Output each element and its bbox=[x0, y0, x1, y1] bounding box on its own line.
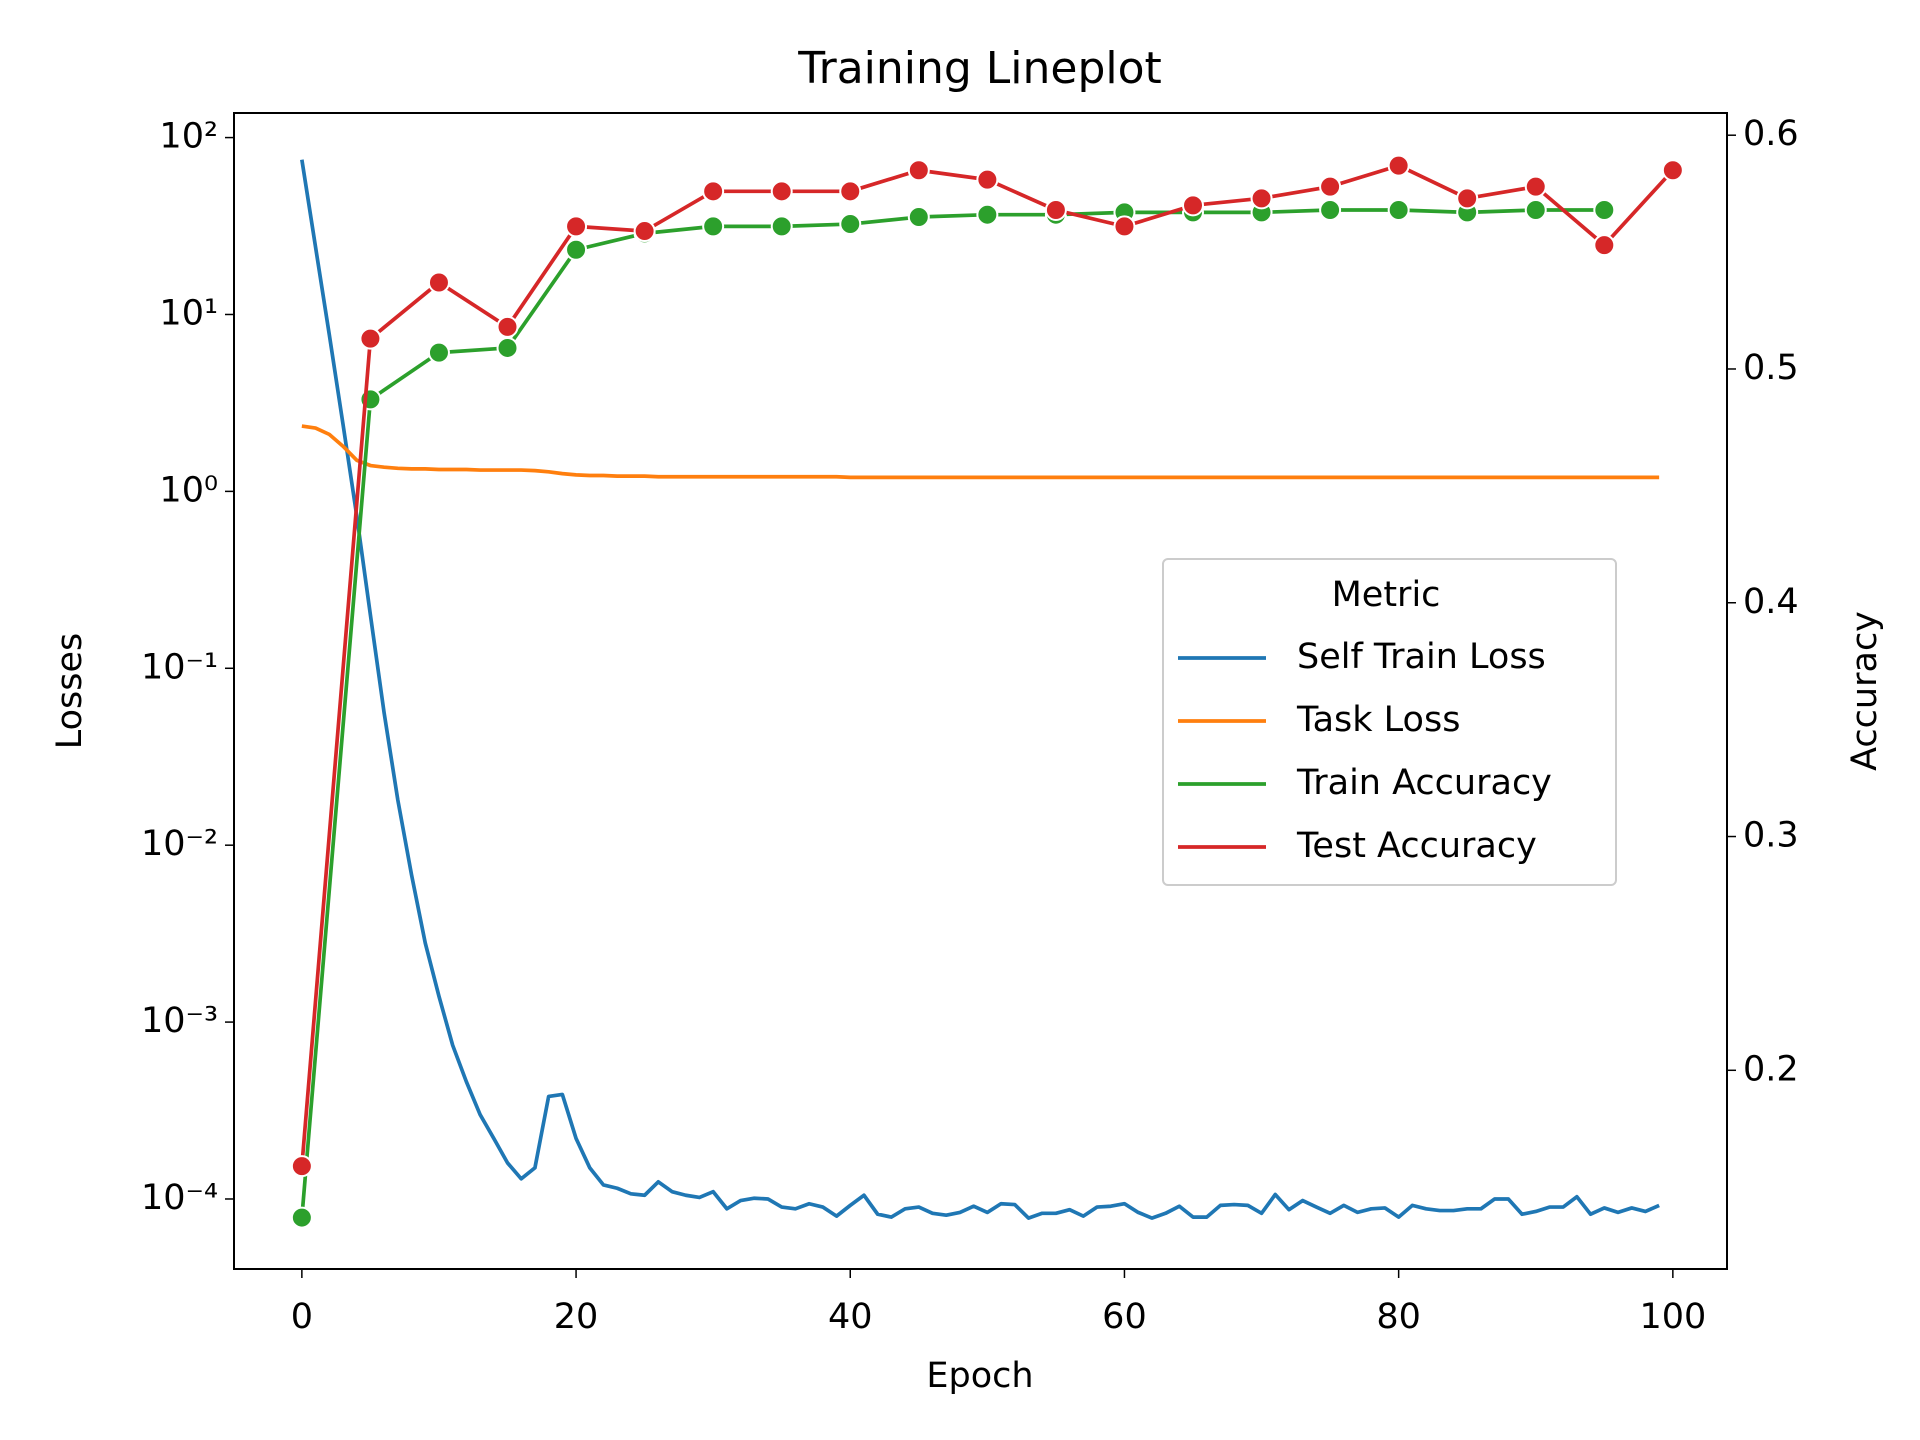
y-tick-label: 10¹ bbox=[159, 293, 218, 333]
x-axis-label: Epoch bbox=[926, 1356, 1033, 1396]
y2-tick-label: 0.6 bbox=[1743, 114, 1799, 154]
series-marker bbox=[702, 180, 725, 203]
x-tick-label: 80 bbox=[1376, 1297, 1421, 1337]
legend-box bbox=[1162, 558, 1617, 886]
series-marker bbox=[1250, 187, 1273, 210]
series-marker bbox=[1182, 194, 1205, 217]
y2-tick-label: 0.4 bbox=[1743, 582, 1799, 622]
x-tick-label: 20 bbox=[554, 1297, 599, 1337]
series-marker bbox=[1524, 199, 1547, 222]
y2-tick-label: 0.3 bbox=[1743, 816, 1799, 856]
y2-tick-label: 0.2 bbox=[1743, 1049, 1799, 1089]
plot-frame bbox=[233, 112, 1728, 1270]
x-tick-label: 40 bbox=[828, 1297, 873, 1337]
y-tick-label: 10⁻² bbox=[141, 824, 218, 864]
x-tick-label: 60 bbox=[1102, 1297, 1147, 1337]
series-marker bbox=[1593, 234, 1616, 257]
series-marker bbox=[633, 220, 656, 243]
series-marker bbox=[290, 1155, 313, 1178]
series-marker bbox=[770, 215, 793, 238]
y-axis-label: Losses bbox=[50, 633, 90, 750]
legend-label: Test Accuracy bbox=[1296, 826, 1537, 866]
y-tick-label: 10⁻⁴ bbox=[141, 1178, 218, 1218]
series-line bbox=[300, 159, 1660, 1220]
legend-label: Task Loss bbox=[1296, 700, 1460, 740]
series-marker bbox=[359, 327, 382, 350]
series-marker bbox=[770, 180, 793, 203]
series-marker bbox=[907, 159, 930, 182]
legend-label: Train Accuracy bbox=[1296, 763, 1552, 803]
series-marker bbox=[839, 180, 862, 203]
series-marker bbox=[565, 215, 588, 238]
series-marker bbox=[1593, 199, 1616, 222]
x-tick-label: 0 bbox=[291, 1297, 313, 1337]
series-marker bbox=[1387, 199, 1410, 222]
series-marker bbox=[907, 206, 930, 229]
series-marker bbox=[1113, 215, 1136, 238]
y-tick-label: 10⁻¹ bbox=[141, 647, 218, 687]
series-marker bbox=[1319, 175, 1342, 198]
series-marker bbox=[839, 213, 862, 236]
series-line bbox=[301, 424, 1660, 480]
series-marker bbox=[976, 203, 999, 226]
series-marker bbox=[1456, 187, 1479, 210]
series-marker bbox=[565, 238, 588, 261]
y-tick-label: 10⁻³ bbox=[141, 1001, 218, 1041]
series-marker bbox=[290, 1206, 313, 1229]
series-marker bbox=[1524, 175, 1547, 198]
series-marker bbox=[702, 215, 725, 238]
legend-title: Metric bbox=[1332, 575, 1441, 615]
series-marker bbox=[1387, 154, 1410, 177]
series-marker bbox=[496, 315, 519, 338]
chart-title: Training Lineplot bbox=[797, 43, 1162, 94]
series-marker bbox=[1044, 199, 1067, 222]
y2-axis-label: Accuracy bbox=[1845, 611, 1885, 771]
y-tick-label: 10⁰ bbox=[159, 470, 218, 510]
series-marker bbox=[1319, 199, 1342, 222]
series-marker bbox=[427, 341, 450, 364]
legend-label: Self Train Loss bbox=[1297, 637, 1546, 677]
series-marker bbox=[976, 168, 999, 191]
series-line bbox=[300, 208, 1605, 1218]
y-tick-label: 10² bbox=[159, 117, 218, 157]
series-marker bbox=[1661, 159, 1684, 182]
series-marker bbox=[427, 271, 450, 294]
x-tick-label: 100 bbox=[1639, 1297, 1706, 1337]
series-marker bbox=[496, 336, 519, 359]
y2-tick-label: 0.5 bbox=[1743, 348, 1799, 388]
